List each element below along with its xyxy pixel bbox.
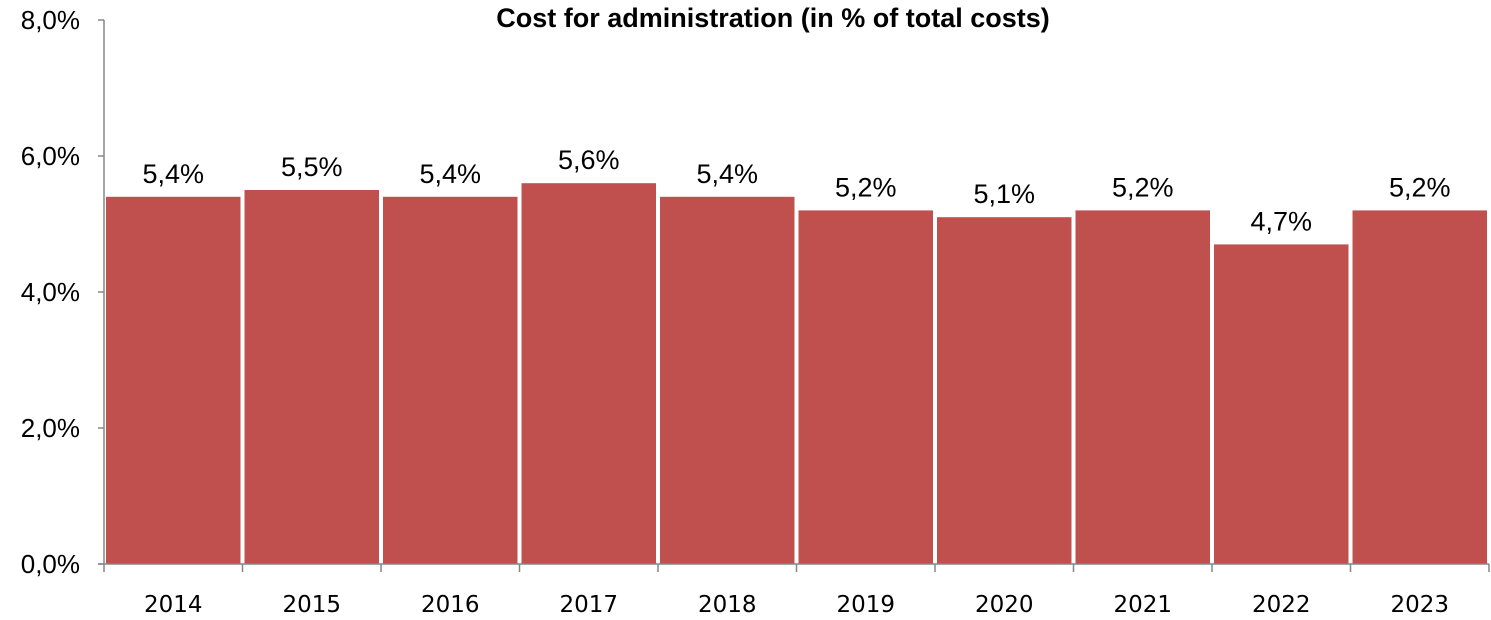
data-label-2023: 5,2% bbox=[1389, 172, 1451, 202]
x-tick-label-2022: 2022 bbox=[1252, 592, 1311, 618]
data-label-2020: 5,1% bbox=[974, 179, 1036, 209]
bar-2022 bbox=[1214, 244, 1349, 564]
bar-2018 bbox=[660, 196, 795, 565]
x-tick-label-2018: 2018 bbox=[698, 592, 757, 618]
y-tick-label: 4,0% bbox=[21, 277, 80, 307]
x-tick-label-2019: 2019 bbox=[837, 592, 896, 618]
x-tick-label-2017: 2017 bbox=[560, 592, 619, 618]
y-tick-label: 0,0% bbox=[21, 549, 80, 579]
y-tick-label: 2,0% bbox=[21, 413, 80, 443]
bar-2023 bbox=[1352, 210, 1487, 564]
x-tick-label-2015: 2015 bbox=[283, 592, 342, 618]
x-tick-label-2021: 2021 bbox=[1114, 592, 1173, 618]
data-label-2021: 5,2% bbox=[1112, 172, 1174, 202]
bars-group bbox=[106, 183, 1487, 565]
data-labels-group: 5,4% 5,5% 5,4% 5,6% 5,4% 5,2% 5,1% 5,2% 4,7% 5,2% bbox=[143, 145, 1451, 236]
chart-title: Cost for administration (in % of total c… bbox=[496, 3, 1050, 33]
y-tick-label: 6,0% bbox=[21, 141, 80, 171]
data-label-2016: 5,4% bbox=[420, 159, 482, 189]
bar-2015 bbox=[244, 190, 379, 564]
x-tick-label-2014: 2014 bbox=[144, 592, 203, 618]
data-label-2022: 4,7% bbox=[1251, 206, 1313, 236]
bar-2017 bbox=[521, 183, 656, 564]
bar-2019 bbox=[798, 210, 933, 564]
x-tick-label-2020: 2020 bbox=[975, 592, 1034, 618]
data-label-2015: 5,5% bbox=[281, 152, 343, 182]
bar-2021 bbox=[1075, 210, 1210, 564]
axes-group: 2014 2015 2016 2017 2018 2019 2020 2021 2022 2023… bbox=[21, 5, 1490, 618]
bar-2020 bbox=[937, 217, 1072, 564]
data-label-2014: 5,4% bbox=[143, 159, 205, 189]
y-tick-label: 8,0% bbox=[21, 5, 80, 35]
x-tick-label-2023: 2023 bbox=[1391, 592, 1450, 618]
bar-2014 bbox=[106, 196, 241, 565]
data-label-2019: 5,2% bbox=[835, 172, 897, 202]
data-label-2017: 5,6% bbox=[558, 145, 620, 175]
bar-2016 bbox=[383, 196, 518, 565]
data-label-2018: 5,4% bbox=[697, 159, 759, 189]
x-tick-label-2016: 2016 bbox=[421, 592, 480, 618]
